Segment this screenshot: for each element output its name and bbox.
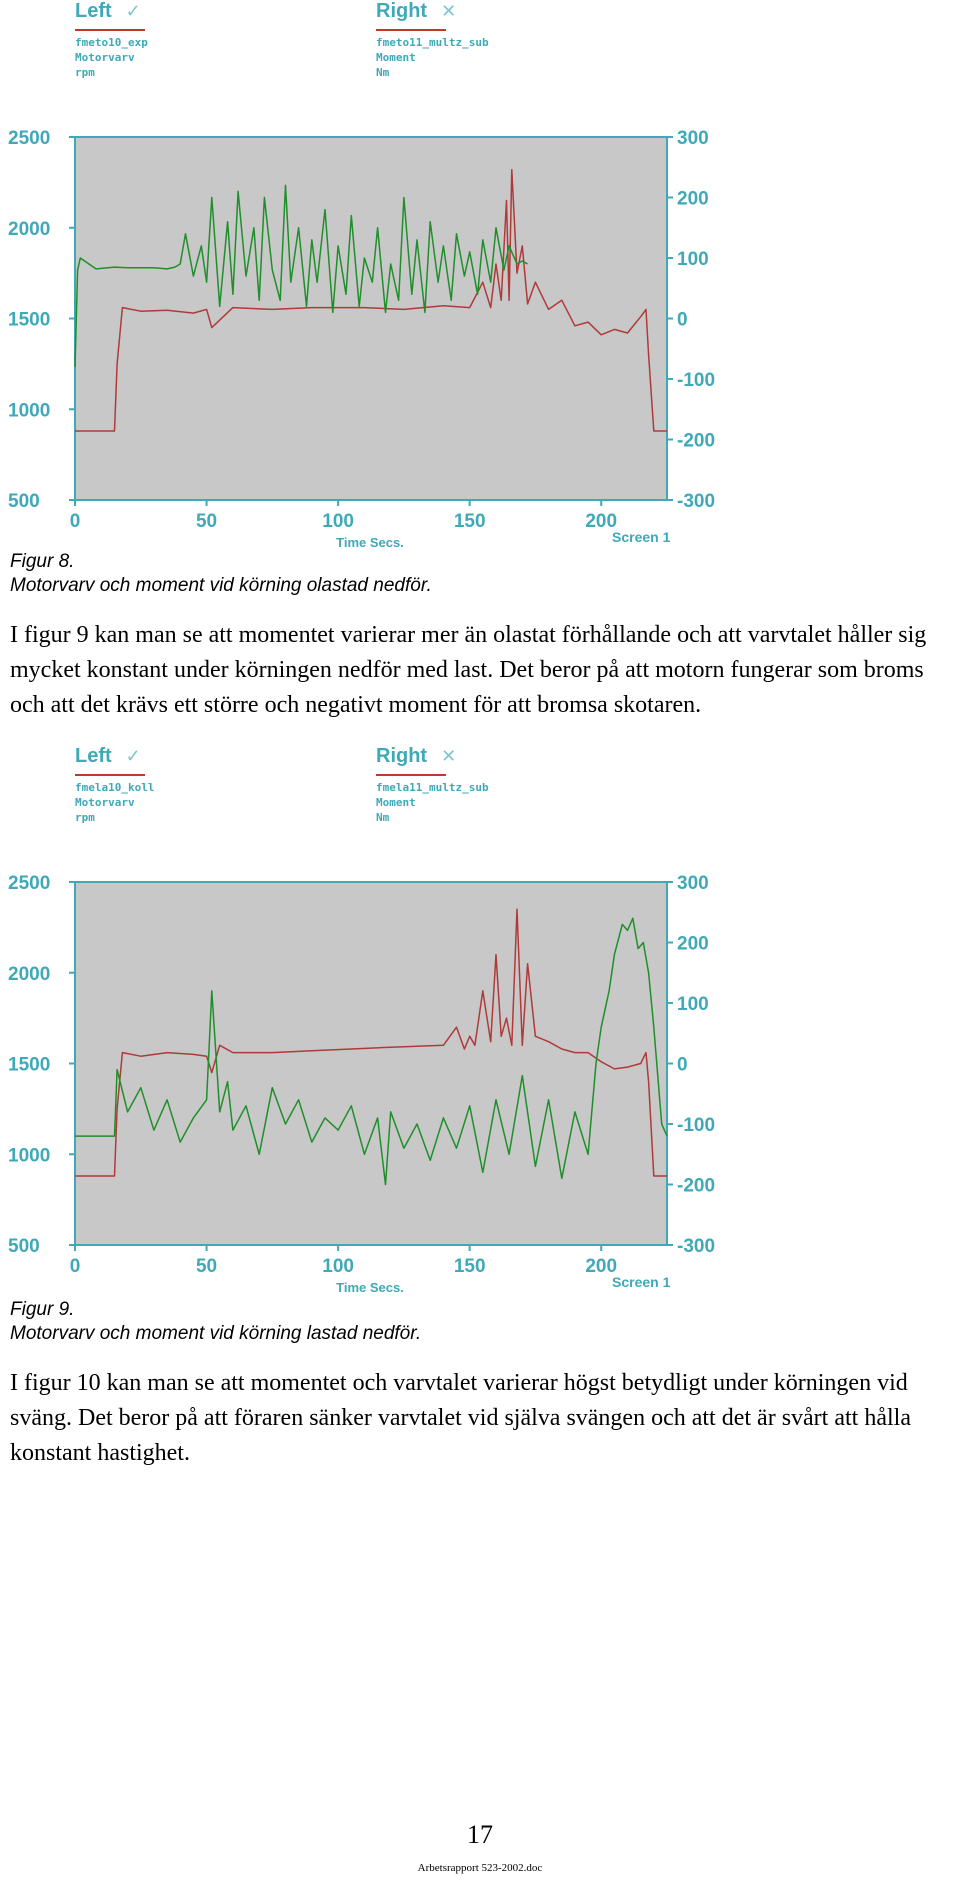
y-right-tick-label: 200 — [677, 189, 709, 210]
figure-caption: Motorvarv och moment vid körning olastad… — [10, 575, 432, 596]
y-right-tick-label: 0 — [677, 310, 688, 331]
fig8-chart-svg: 5001000150020002500-300-200-100010020030… — [8, 128, 715, 550]
legend-line: fmeto10_exp — [75, 36, 148, 49]
series-moment-line — [74, 184, 528, 367]
fig9-legend-left: Left ✓ fmela10_koll Motorvarv rpm — [75, 745, 154, 825]
fig8-legend-right: Right ✕ fmeto11_multz_sub Moment Nm — [376, 0, 489, 80]
cross-icon: ✕ — [441, 746, 457, 766]
y-left-tick-label: 2000 — [8, 964, 50, 985]
legend-line: rpm — [75, 811, 95, 824]
legend-line: fmeto11_multz_sub — [376, 36, 489, 49]
check-icon: ✓ — [125, 746, 141, 766]
y-right-tick-label: -300 — [677, 491, 715, 512]
y-left-tick-label: 500 — [8, 491, 40, 512]
figure-label: Figur 9. — [10, 1299, 75, 1320]
x-tick-label: 0 — [70, 511, 81, 532]
y-left-tick-label: 1500 — [8, 310, 50, 331]
y-left-tick-label: 1500 — [8, 1055, 50, 1076]
series-moment-line — [75, 917, 668, 1186]
fig8-chart: 500 1000 1500 2000 2500 -300 -200 -100 0 100 200 30… — [0, 125, 880, 645]
legend-title: Right — [376, 0, 428, 22]
y-left-tick-label: 2500 — [8, 873, 50, 894]
legend-line: Nm — [376, 66, 390, 79]
page-number: 17 — [467, 1820, 493, 1849]
x-tick-label: 200 — [585, 511, 617, 532]
y-left-tick-label: 2000 — [8, 219, 50, 240]
legend-rule — [75, 29, 145, 31]
legend-line: fmela10_koll — [75, 781, 155, 794]
legend-rule — [75, 774, 145, 776]
legend-title: Left — [75, 0, 112, 22]
check-icon: ✓ — [125, 1, 141, 21]
legend-line: Nm — [376, 811, 390, 824]
x-tick-label: 200 — [585, 1256, 617, 1277]
fig9-legend-right: Right ✕ fmela11_multz_sub Moment Nm — [376, 745, 489, 825]
y-right-tick-label: -100 — [677, 1115, 715, 1136]
fig9-chart: 500 1000 1500 2000 2500 -300 -200 -100 0 100 200 30… — [0, 870, 880, 1390]
y-right-tick-label: -200 — [677, 1176, 715, 1197]
screen-label: Screen 1 — [612, 529, 671, 545]
legend-rule — [376, 29, 446, 31]
cross-icon: ✕ — [441, 1, 457, 21]
fig9-chart-svg: 5001000150020002500-300-200-100010020030… — [8, 873, 715, 1295]
x-axis-label: Time Secs. — [336, 1280, 404, 1295]
legend-line: Moment — [376, 51, 416, 64]
plot-area — [74, 881, 668, 1246]
legend-title: Right — [376, 745, 428, 767]
x-axis-label: Time Secs. — [336, 535, 404, 550]
y-right-tick-label: 200 — [677, 934, 709, 955]
y-left-tick-label: 500 — [8, 1236, 40, 1257]
y-left-tick-label: 2500 — [8, 128, 50, 149]
figure-caption: Motorvarv och moment vid körning lastad … — [10, 1323, 422, 1344]
y-right-tick-label: 0 — [677, 1055, 688, 1076]
legend-title: Left — [75, 745, 112, 767]
x-tick-label: 100 — [322, 511, 354, 532]
x-tick-label: 50 — [196, 511, 217, 532]
y-right-tick-label: -200 — [677, 431, 715, 452]
y-left-tick-label: 1000 — [8, 1145, 50, 1166]
legend-line: rpm — [75, 66, 95, 79]
series-motorvarv-line — [75, 168, 667, 432]
x-tick-label: 50 — [196, 1256, 217, 1277]
footer-filename: Arbetsrapport 523-2002.doc — [417, 1862, 543, 1874]
y-right-tick-label: 100 — [677, 249, 709, 270]
x-tick-label: 100 — [322, 1256, 354, 1277]
legend-line: Motorvarv — [75, 796, 135, 809]
fig8-caption: Figur 8. Motorvarv och moment vid körnin… — [10, 550, 432, 598]
fig9-caption: Figur 9. Motorvarv och moment vid körnin… — [10, 1298, 421, 1346]
figure-label: Figur 8. — [10, 551, 75, 572]
series-motorvarv-line — [75, 908, 667, 1177]
paragraph-1: I figur 9 kan man se att momentet varier… — [10, 622, 927, 718]
y-left-tick-label: 1000 — [8, 400, 50, 421]
legend-line: Moment — [376, 796, 416, 809]
fig8-legend-left: Left ✓ fmeto10_exp Motorvarv rpm — [75, 0, 148, 80]
y-right-tick-label: 300 — [677, 873, 709, 894]
y-right-tick-label: -100 — [677, 370, 715, 391]
legend-rule — [376, 774, 446, 776]
y-right-tick-label: -300 — [677, 1236, 715, 1257]
screen-label: Screen 1 — [612, 1274, 671, 1290]
legend-line: Motorvarv — [75, 51, 135, 64]
x-tick-label: 150 — [454, 1256, 486, 1277]
y-right-tick-label: 300 — [677, 128, 709, 149]
y-right-tick-label: 100 — [677, 994, 709, 1015]
legend-line: fmela11_multz_sub — [376, 781, 489, 794]
x-tick-label: 0 — [70, 1256, 81, 1277]
plot-area — [74, 136, 668, 501]
x-tick-label: 150 — [454, 511, 486, 532]
paragraph-2: I figur 10 kan man se att momentet och v… — [10, 1370, 911, 1466]
